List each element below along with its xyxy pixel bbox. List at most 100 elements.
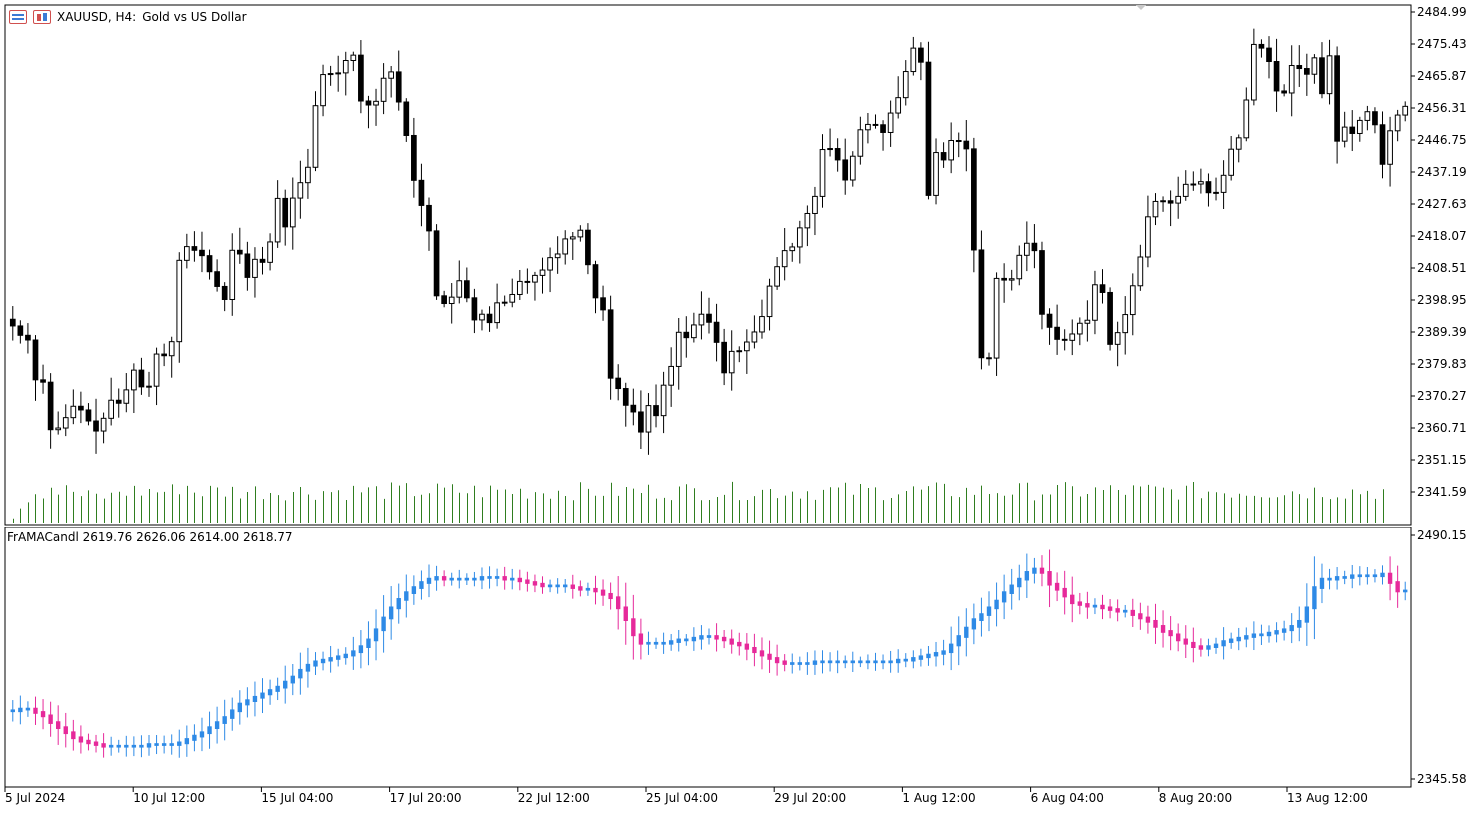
indicator-candle [903, 653, 908, 668]
price-candle [600, 285, 606, 321]
indicator-candle [449, 572, 454, 586]
indicator-candle [411, 575, 417, 605]
price-tick-label: 2360.71 [1417, 421, 1467, 435]
indicator-candle [948, 626, 954, 671]
chart-list-icon[interactable] [9, 10, 27, 24]
indicator-candle [1123, 604, 1128, 618]
time-tick-label: 5 Jul 2024 [5, 791, 65, 805]
price-candles [9, 28, 1409, 455]
price-candle [426, 197, 432, 251]
price-candle [1107, 287, 1113, 351]
indicator-candle [782, 654, 787, 672]
indicator-candle [661, 632, 666, 654]
chart-bars-icon[interactable] [33, 10, 51, 24]
price-candle [569, 232, 576, 260]
indicator-candle [880, 654, 886, 670]
indicator-candle [169, 734, 174, 755]
indicator-candle [434, 565, 439, 591]
price-candle [509, 278, 516, 308]
price-candle [766, 278, 773, 331]
price-candle [516, 269, 523, 301]
price-tick-label: 2398.95 [1417, 293, 1467, 307]
indicator-candle [570, 574, 575, 599]
price-candle [411, 117, 417, 198]
indicator-candle [494, 568, 500, 587]
price-candle [433, 224, 440, 300]
indicator-axis: 2490.15 2345.58 [1411, 528, 1467, 786]
price-candle [1273, 38, 1280, 112]
price-candle [1122, 296, 1129, 355]
indicator-candle [1221, 627, 1226, 660]
indicator-candle [108, 736, 114, 756]
indicator-candle [843, 655, 848, 669]
price-tick-label: 2484.99 [1417, 5, 1467, 19]
price-candle [804, 205, 811, 247]
price-tick-label: 2437.19 [1417, 165, 1467, 179]
indicator-candle [1115, 599, 1120, 622]
price-candle [842, 138, 849, 195]
price-candle [1296, 45, 1303, 87]
time-tick-label: 29 Jul 20:00 [774, 791, 846, 805]
price-candle [1235, 134, 1242, 163]
price-candle [486, 306, 493, 332]
indicator-candle [1289, 613, 1294, 644]
price-candle [214, 259, 220, 292]
price-candle [1039, 241, 1045, 330]
price-candle [630, 388, 637, 426]
time-tick-label: 22 Jul 12:00 [518, 791, 590, 805]
indicator-candle [797, 656, 803, 671]
indicator-candle [40, 699, 46, 730]
price-candle [1402, 101, 1409, 122]
indicator-candle [1312, 556, 1317, 640]
price-tick-label: 2427.63 [1417, 197, 1467, 211]
indicator-candle [600, 579, 606, 606]
price-candle [1394, 109, 1401, 142]
price-candle [93, 398, 99, 454]
price-tick-label: 2475.43 [1417, 37, 1467, 51]
price-candle [1092, 270, 1098, 335]
indicator-candle [1213, 637, 1219, 654]
indicator-candle [986, 591, 992, 632]
price-candle [902, 60, 909, 106]
indicator-candle [1228, 632, 1234, 649]
price-candle [948, 122, 955, 174]
price-chart[interactable]: 2484.99 2475.43 2465.87 2456.31 2446.75 2437.… [0, 0, 1483, 527]
scroll-marker-icon[interactable] [1136, 5, 1146, 10]
indicator-candle [1017, 564, 1022, 601]
price-candle [796, 220, 803, 264]
price-candle [925, 41, 932, 200]
price-candle [834, 138, 841, 172]
price-candle [1228, 135, 1235, 181]
price-candle [865, 113, 871, 144]
price-candle [698, 291, 705, 340]
price-candle [1137, 244, 1144, 291]
indicator-chart[interactable]: 2490.15 2345.58 5 Jul 2024 10 Jul 12:00 15 … [0, 527, 1483, 814]
indicator-candle [790, 653, 795, 674]
price-candle [138, 357, 145, 395]
price-candle [1190, 171, 1197, 191]
price-candle [25, 323, 31, 354]
price-candle [532, 271, 538, 301]
indicator-candle [1304, 583, 1310, 646]
indicator-candle [487, 566, 492, 589]
price-candle [289, 177, 296, 250]
indicator-candle [18, 695, 23, 725]
indicator-candle [510, 568, 515, 590]
price-candle [774, 257, 780, 290]
price-candle [721, 328, 727, 386]
indicator-candle [177, 729, 182, 758]
indicator-candle [1395, 565, 1400, 608]
indicator-candle [267, 679, 273, 705]
price-candle [524, 268, 531, 294]
price-candle [1372, 107, 1378, 134]
price-candle [849, 151, 856, 187]
indicator-candle [184, 725, 190, 757]
indicator-candle [71, 719, 76, 751]
indicator-candle [1334, 567, 1340, 590]
indicator-candle [86, 733, 91, 751]
indicator-candle [812, 650, 818, 675]
indicator-candle [1281, 620, 1287, 641]
price-candle [55, 411, 62, 435]
price-candle [1167, 190, 1174, 227]
indicator-candle [774, 644, 780, 676]
